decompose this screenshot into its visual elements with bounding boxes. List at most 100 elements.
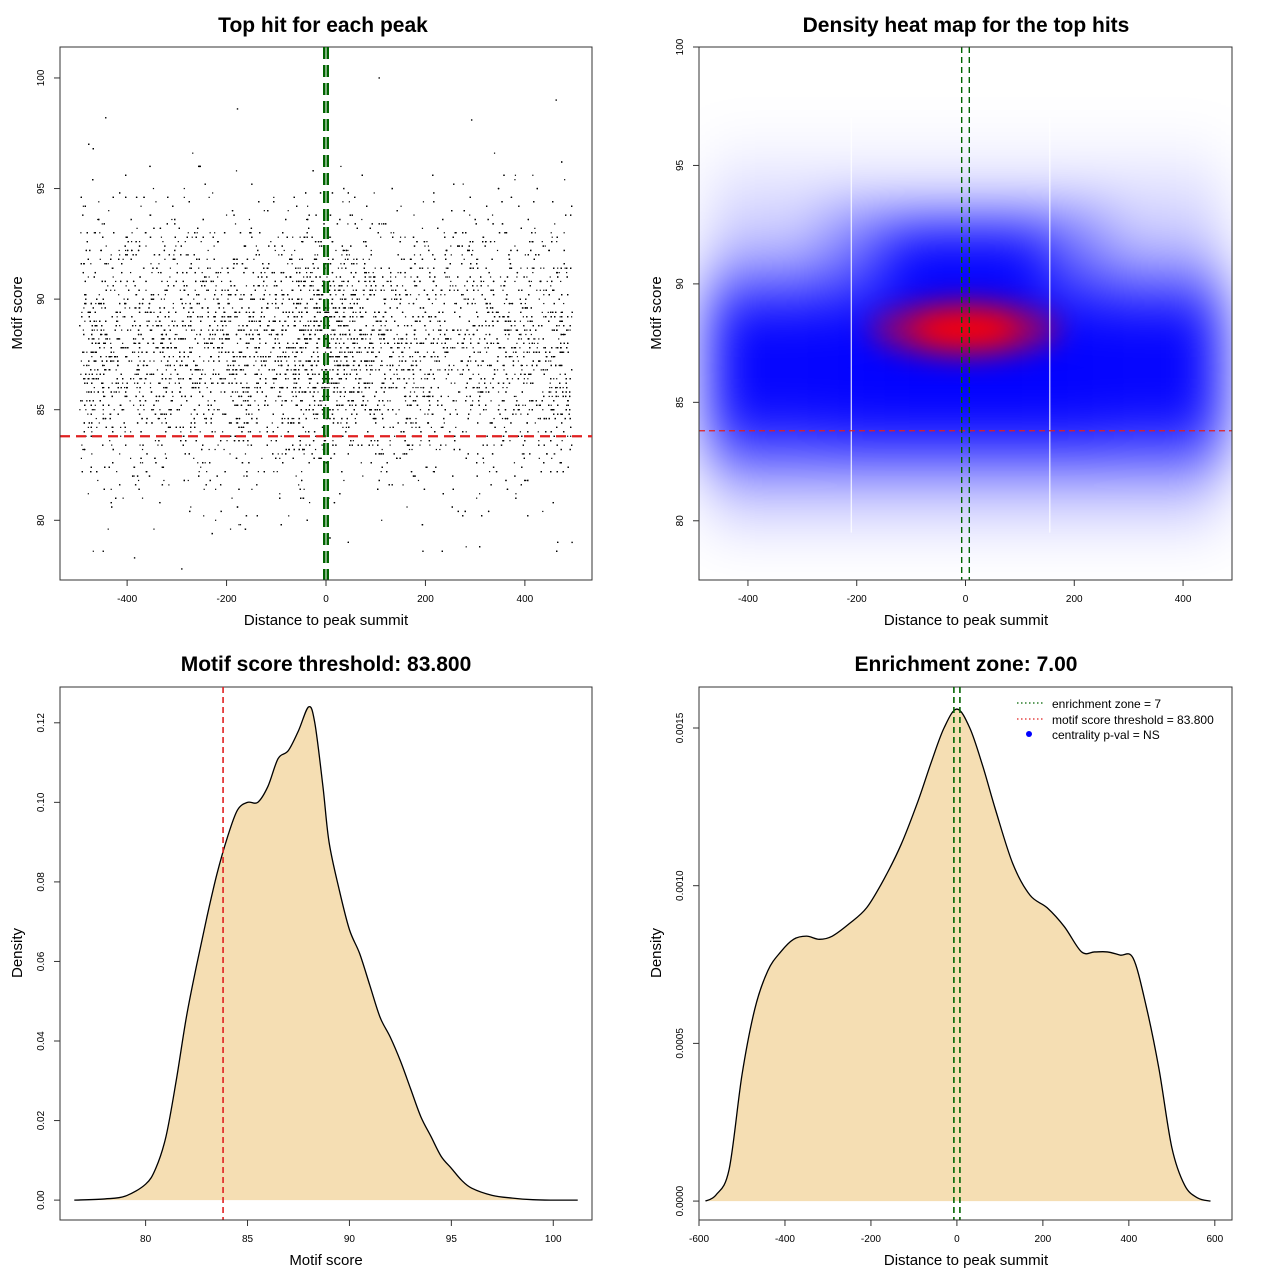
scatter-point [208,276,210,278]
scatter-point [486,311,489,313]
scatter-point [200,466,202,468]
scatter-point [257,333,259,336]
scatter-point [84,320,86,322]
scatter-point [532,174,534,176]
scatter-point [87,276,89,278]
scatter-point [279,457,281,459]
scatter-point [219,271,222,274]
scatter-point [166,289,168,291]
scatter-point [254,386,256,389]
scatter-point [171,218,173,221]
scatter-point [308,378,310,380]
scatter-point [139,444,141,446]
scatter-point [544,369,546,371]
scatter-point [200,241,202,243]
scatter-point [303,280,305,283]
scatter-point [352,289,354,291]
scatter-point [564,179,566,181]
scatter-point [427,413,429,415]
scatter-point [375,320,377,322]
scatter-point [307,320,309,322]
scatter-point [455,232,457,234]
scatter-point [130,271,132,274]
scatter-point [309,333,312,336]
scatter-point [566,271,568,274]
scatter-point [542,409,544,411]
scatter-point [380,325,382,327]
scatter-point [229,320,232,322]
scatter-point [314,307,316,309]
scatter-point [352,440,354,442]
scatter-point [189,307,191,309]
scatter-point [375,289,377,291]
scatter-point [221,413,224,415]
scatter-point [549,382,551,384]
scatter-point [558,325,560,327]
scatter-point [287,378,289,380]
scatter-point [431,302,433,305]
scatter-point [405,338,408,340]
scatter-point [317,391,319,393]
scatter-point [82,448,84,451]
scatter-point [332,338,335,340]
scatter-point [484,347,486,349]
scatter-point [560,413,562,415]
scatter-point [413,254,416,256]
scatter-point [82,329,84,331]
scatter-point [413,214,415,216]
scatter-point [122,316,124,318]
scatter-point [119,254,121,256]
scatter-point [161,422,163,424]
scatter-point [164,453,167,455]
scatter-point [530,280,532,283]
scatter-point [362,475,364,477]
scatter-point [563,351,565,353]
scatter-point [367,382,369,384]
scatter-point [295,351,297,353]
scatter-point [338,342,341,344]
scatter-point [209,267,211,269]
scatter-point [204,462,206,464]
scatter-point [426,351,429,353]
scatter-point [206,289,208,291]
scatter-point [450,280,452,283]
scatter-point [131,232,133,234]
scatter-point [399,236,402,238]
scatter-point [312,280,314,283]
scatter-point [136,227,138,229]
scatter-point [383,404,385,406]
scatter-point [389,400,391,402]
scatter-point [281,400,283,402]
scatter-point [558,338,560,340]
scatter-point [563,302,565,305]
scatter-point [239,524,242,526]
scatter-point [207,342,209,344]
scatter-point [225,214,228,216]
scatter-point [141,448,144,451]
scatter-point [558,364,560,367]
scatter-point [102,409,104,411]
scatter-point [273,382,275,384]
scatter-point [528,342,530,344]
scatter-point [259,431,261,433]
scatter-point [450,338,452,340]
scatter-point [532,271,534,274]
scatter-point [185,329,187,331]
scatter-point [124,386,126,389]
scatter-point [335,347,337,349]
scatter-point [525,333,527,336]
scatter-point [485,391,487,393]
scatter-point [91,378,93,380]
scatter-point [556,386,558,389]
scatter-point [87,413,89,415]
scatter-point [122,382,124,384]
scatter-point [530,333,532,336]
scatter-point [408,448,411,451]
scatter-point [514,373,516,375]
scatter-point [541,241,543,243]
scatter-point [329,347,332,349]
scatter-point [268,325,270,327]
scatter-point [381,448,383,451]
scatter-point [437,320,439,322]
scatter-point [352,391,354,393]
